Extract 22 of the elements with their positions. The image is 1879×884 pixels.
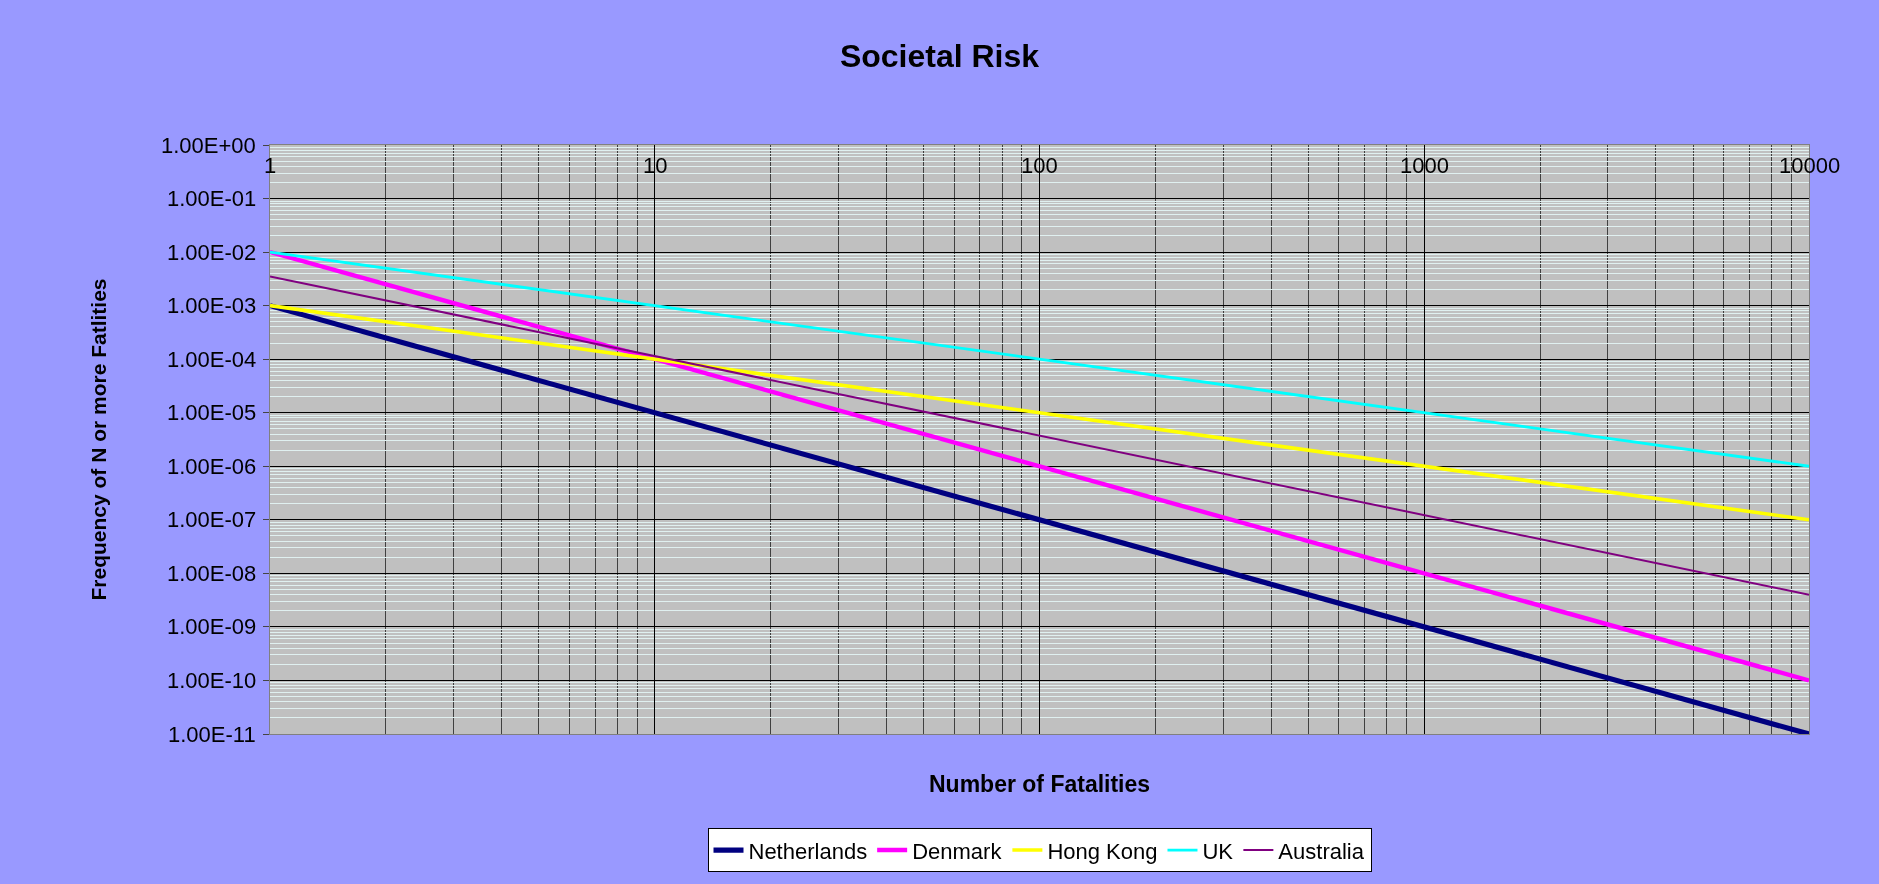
y-tick-label: 1.00E-04 [167, 347, 257, 372]
y-tick-label: 1.00E+00 [161, 133, 256, 158]
y-tick-label: 1.00E-05 [167, 400, 257, 425]
y-tick-label: 1.00E-07 [167, 507, 257, 532]
y-tick-label: 1.00E-08 [167, 561, 257, 586]
legend-label: Netherlands [748, 838, 868, 864]
y-axis-title: Frequency of N or more Fatlities [87, 278, 111, 601]
legend-label: UK [1202, 838, 1234, 864]
y-tick-label: 1.00E-09 [167, 614, 257, 639]
x-axis-title: Number of Fatalities [929, 771, 1151, 797]
y-tick-label: 1.00E-02 [167, 240, 257, 265]
x-tick-label: 1 [264, 153, 277, 178]
x-tick-label: 10000 [1779, 153, 1841, 178]
chart-title: Societal Risk [839, 37, 1040, 74]
y-tick-label: 1.00E-11 [168, 722, 256, 747]
y-tick-label: 1.00E-10 [167, 668, 257, 693]
legend-label: Australia [1278, 838, 1365, 864]
y-tick-label: 1.00E-01 [167, 186, 257, 211]
legend-label: Denmark [912, 838, 1003, 864]
y-tick-label: 1.00E-03 [167, 293, 257, 318]
legend-label: Hong Kong [1047, 838, 1158, 864]
y-tick-label: 1.00E-06 [167, 454, 257, 479]
